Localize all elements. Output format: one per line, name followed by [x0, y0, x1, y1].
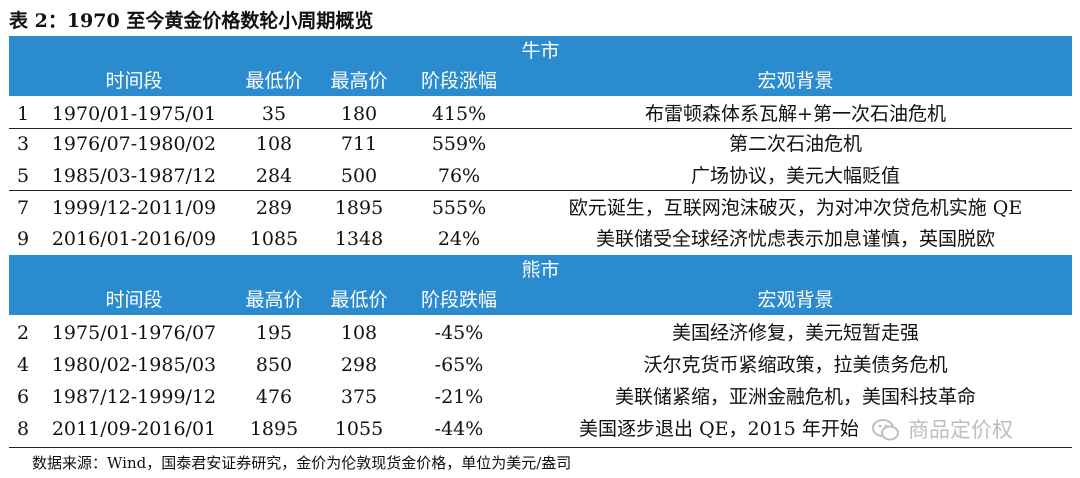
- table-row: 2 1975/01-1976/07 195 108 -45% 美国经济修复，美元…: [9, 318, 1072, 348]
- row-background: 广场协议，美元大幅贬值: [690, 165, 900, 187]
- row-background: 欧元诞生，互联网泡沫破灭，为对冲次贷危机实施 QE: [568, 197, 1023, 219]
- table-row: 6 1987/12-1999/12 476 375 -21% 美联储紧缩，亚洲金…: [9, 382, 1072, 412]
- row-index: 1: [17, 103, 30, 125]
- row-low-price: 108: [340, 322, 378, 344]
- row-low-price: 298: [340, 354, 378, 376]
- bull-section-band: 牛市: [9, 36, 1072, 66]
- row-period: 1970/01-1975/01: [51, 103, 217, 125]
- row-high-price: 1348: [334, 228, 384, 250]
- row-change: -44%: [434, 418, 484, 440]
- row-low-price: 1055: [334, 418, 384, 440]
- row-change: 24%: [437, 228, 481, 250]
- table-row: 5 1985/03-1987/12 284 500 76% 广场协议，美元大幅贬…: [9, 161, 1072, 191]
- bear-header-col-b: 最低价: [330, 289, 388, 311]
- row-period: 1987/12-1999/12: [51, 386, 217, 408]
- table-bottom-rule: [9, 447, 1072, 448]
- row-change: 559%: [431, 133, 487, 155]
- bull-header-period: 时间段: [105, 70, 163, 92]
- row-low-price: 1085: [249, 228, 299, 250]
- row-high-price: 711: [340, 133, 378, 155]
- row-period: 2016/01-2016/09: [51, 228, 217, 250]
- table-row: 7 1999/12-2011/09 289 1895 555% 欧元诞生，互联网…: [9, 193, 1072, 223]
- table-row: 8 2011/09-2016/01 1895 1055 -44% 美国逐步退出 …: [9, 414, 1072, 444]
- bear-section-band: 熊市: [9, 255, 1072, 285]
- row-period: 1975/01-1976/07: [51, 322, 217, 344]
- table-row: 1 1970/01-1975/01 35 180 415% 布雷顿森体系瓦解+第…: [9, 99, 1072, 129]
- row-index: 5: [17, 165, 30, 187]
- row-background: 美国经济修复，美元短暂走强: [671, 322, 919, 344]
- bull-header-background: 宏观背景: [757, 70, 834, 92]
- row-background: 第二次石油危机: [728, 133, 862, 155]
- row-period: 2011/09-2016/01: [51, 418, 217, 440]
- bull-header-row: 时间段 最低价 最高价 阶段涨幅 宏观背景: [9, 66, 1072, 96]
- row-index: 3: [17, 133, 30, 155]
- row-index: 6: [17, 386, 30, 408]
- row-change: 555%: [431, 197, 487, 219]
- watermark-text: 商品定价权: [908, 418, 1013, 442]
- row-high-price: 180: [340, 103, 378, 125]
- bear-section-label: 熊市: [521, 259, 560, 281]
- row-background: 美国逐步退出 QE，2015 年开始: [579, 418, 859, 440]
- row-high-price: 850: [255, 354, 293, 376]
- bear-header-background: 宏观背景: [757, 289, 834, 311]
- row-index: 2: [17, 322, 30, 344]
- bull-header-col-a: 最低价: [245, 70, 303, 92]
- bear-header-change: 阶段跌幅: [420, 289, 497, 311]
- row-change: -21%: [434, 386, 484, 408]
- row-change: 76%: [437, 165, 481, 187]
- row-index: 7: [17, 197, 30, 219]
- row-period: 1980/02-1985/03: [51, 354, 217, 376]
- row-high-price: 500: [340, 165, 378, 187]
- table-title: 表 2：1970 至今黄金价格数轮小周期概览: [9, 10, 374, 32]
- row-low-price: 375: [340, 386, 378, 408]
- table-row: 3 1976/07-1980/02 108 711 559% 第二次石油危机: [9, 129, 1072, 159]
- table-row: 4 1980/02-1985/03 850 298 -65% 沃尔克货币紧缩政策…: [9, 350, 1072, 380]
- row-divider: [9, 128, 1072, 129]
- row-background: 沃尔克货币紧缩政策，拉美债务危机: [643, 354, 948, 376]
- row-high-price: 1895: [249, 418, 299, 440]
- bear-header-row: 时间段 最高价 最低价 阶段跌幅 宏观背景: [9, 285, 1072, 315]
- wechat-icon: [872, 419, 899, 441]
- bull-header-col-b: 最高价: [330, 70, 388, 92]
- row-period: 1985/03-1987/12: [51, 165, 217, 187]
- row-change: -45%: [434, 322, 484, 344]
- row-low-price: 284: [255, 165, 293, 187]
- row-high-price: 1895: [334, 197, 384, 219]
- row-high-price: 476: [255, 386, 293, 408]
- row-period: 1999/12-2011/09: [51, 197, 217, 219]
- row-index: 8: [17, 418, 30, 440]
- bull-section-label: 牛市: [521, 40, 560, 62]
- row-period: 1976/07-1980/02: [51, 133, 217, 155]
- row-background: 美联储受全球经济忧虑表示加息谨慎，英国脱欧: [595, 228, 995, 250]
- bear-header-col-a: 最高价: [245, 289, 303, 311]
- row-high-price: 195: [255, 322, 293, 344]
- source-note: 数据来源：Wind，国泰君安证券研究，金价为伦敦现货金价格，单位为美元/盎司: [32, 454, 572, 472]
- row-low-price: 289: [255, 197, 293, 219]
- row-index: 4: [17, 354, 30, 376]
- row-low-price: 35: [261, 103, 287, 125]
- table-row: 9 2016/01-2016/09 1085 1348 24% 美联储受全球经济…: [9, 224, 1072, 254]
- row-index: 9: [17, 228, 30, 250]
- bear-header-period: 时间段: [105, 289, 163, 311]
- watermark: 商品定价权: [872, 414, 1068, 446]
- row-change: -65%: [434, 354, 484, 376]
- bull-header-change: 阶段涨幅: [420, 70, 497, 92]
- row-background: 布雷顿森体系瓦解+第一次石油危机: [645, 103, 946, 125]
- row-background: 美联储紧缩，亚洲金融危机，美国科技革命: [614, 386, 976, 408]
- row-change: 415%: [431, 103, 487, 125]
- row-divider: [9, 190, 1072, 191]
- row-low-price: 108: [255, 133, 293, 155]
